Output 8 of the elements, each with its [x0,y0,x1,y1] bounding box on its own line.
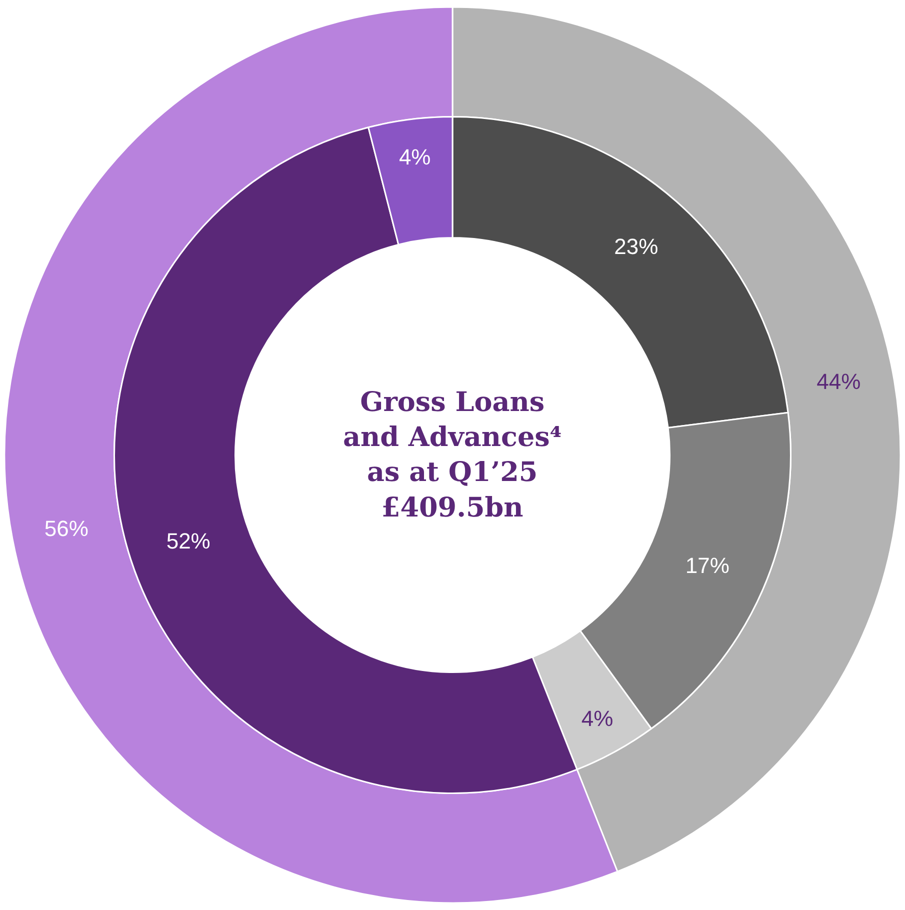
data-label: 44% [816,368,861,394]
data-label: 4% [398,144,431,170]
text: Gross Loans and Advances⁴ as at Q1’25 £409.5bn [343,387,562,524]
data-label: 23% [614,234,658,260]
data-label: 56% [44,516,88,542]
data-label: 52% [166,528,210,554]
data-label: 4% [581,706,614,731]
data-label: 17% [685,552,730,578]
